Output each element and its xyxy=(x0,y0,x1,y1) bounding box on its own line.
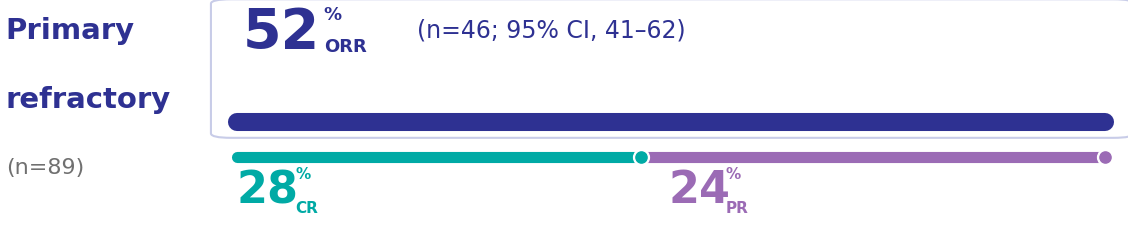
Text: 28: 28 xyxy=(237,169,299,212)
FancyBboxPatch shape xyxy=(211,0,1128,138)
Text: (n=89): (n=89) xyxy=(6,158,83,178)
Point xyxy=(632,155,650,159)
Text: ORR: ORR xyxy=(324,38,367,56)
Text: CR: CR xyxy=(296,201,318,216)
Text: (n=46; 95% CI, 41–62): (n=46; 95% CI, 41–62) xyxy=(417,19,686,42)
Text: %: % xyxy=(725,167,741,182)
Text: %: % xyxy=(324,6,342,24)
Point xyxy=(1096,155,1114,159)
Text: refractory: refractory xyxy=(6,86,170,114)
Point xyxy=(1096,155,1114,159)
Text: PR: PR xyxy=(725,201,748,216)
Text: 52: 52 xyxy=(243,6,319,60)
Text: %: % xyxy=(296,167,311,182)
Text: Primary: Primary xyxy=(6,17,134,45)
Point xyxy=(632,155,650,159)
Text: 24: 24 xyxy=(669,169,731,212)
